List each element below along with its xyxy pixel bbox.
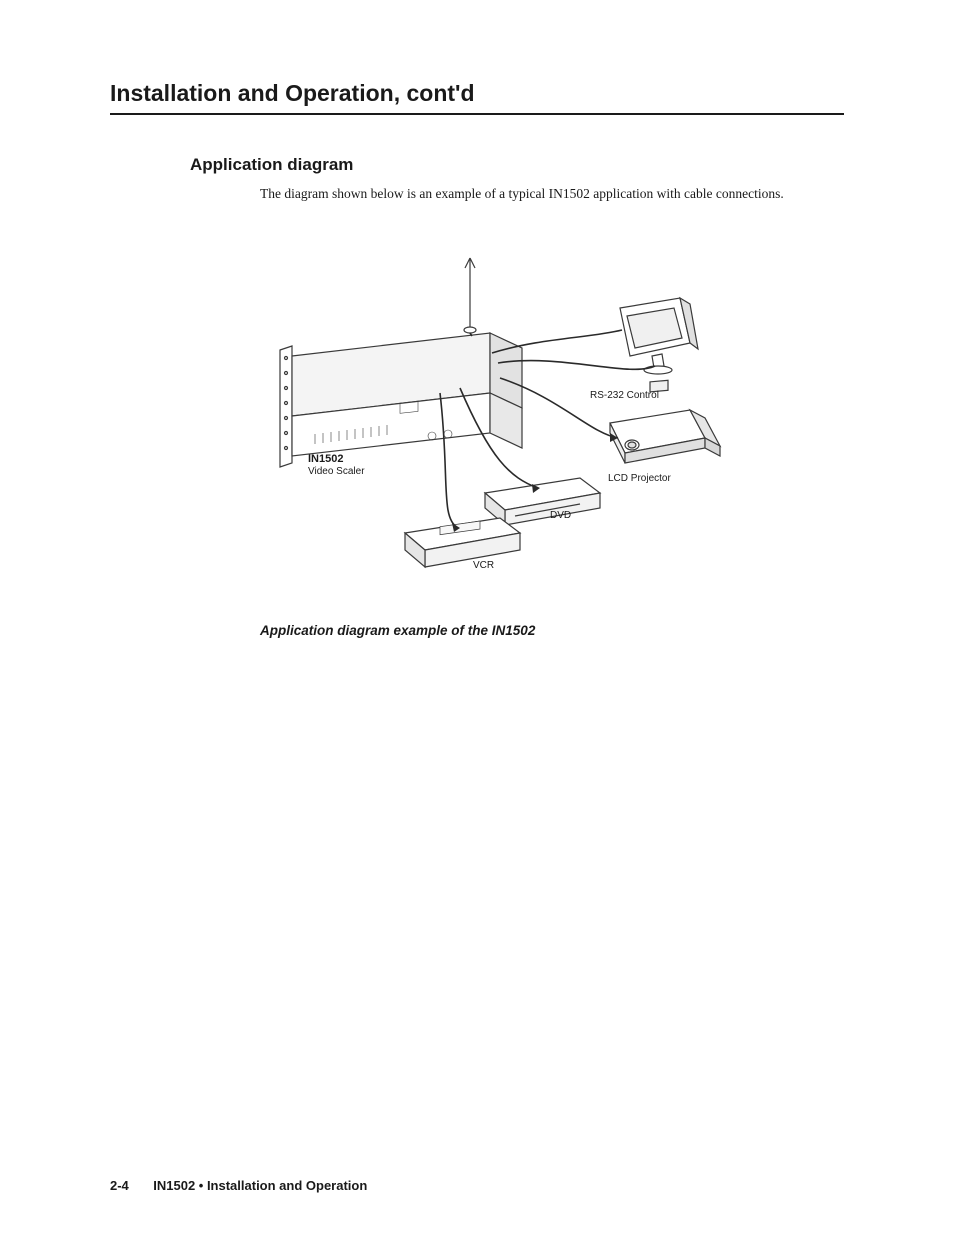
label-rs232: RS-232 Control (590, 390, 659, 401)
footer-page-number: 2-4 (110, 1178, 129, 1193)
diagram-svg (260, 238, 780, 598)
label-vcr: VCR (473, 560, 494, 571)
page-footer: 2-4 IN1502 • Installation and Operation (110, 1177, 367, 1195)
page-title: Installation and Operation, cont'd (110, 80, 844, 115)
label-dvd: DVD (550, 510, 571, 521)
diagram-caption: Application diagram example of the IN150… (260, 623, 844, 638)
application-diagram: IN1502 Video Scaler RS-232 Control LCD P… (260, 238, 780, 598)
label-device-title: IN1502 (308, 453, 343, 465)
section-body: The diagram shown below is an example of… (260, 185, 824, 203)
section-title: Application diagram (190, 155, 844, 175)
label-projector: LCD Projector (608, 473, 671, 484)
footer-text: IN1502 • Installation and Operation (153, 1178, 367, 1193)
label-device-subtitle: Video Scaler (308, 466, 365, 477)
